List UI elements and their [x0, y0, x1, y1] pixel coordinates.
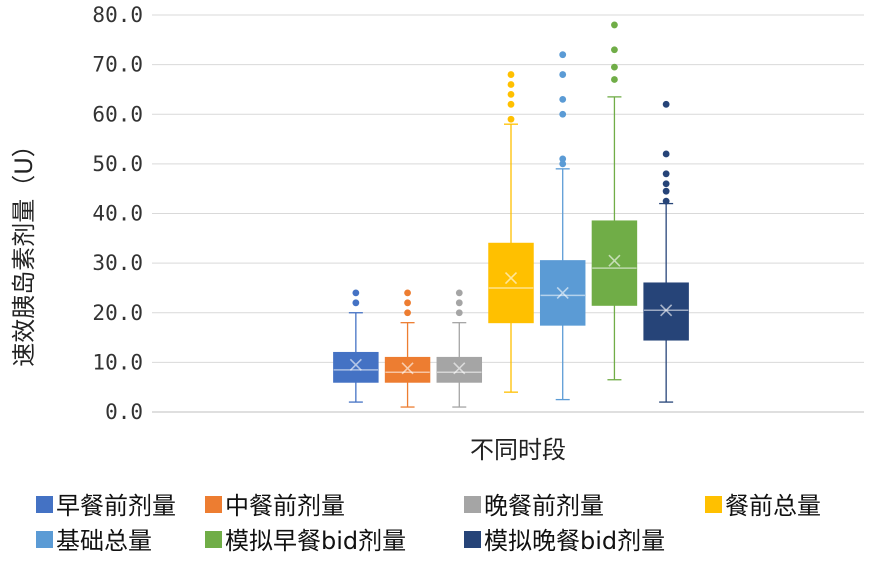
outlier-point	[559, 155, 567, 163]
legend-swatch	[36, 531, 53, 548]
outlier-point	[611, 21, 618, 29]
outlier-point	[455, 309, 463, 317]
outlier-point	[611, 46, 618, 54]
outlier-point	[507, 71, 515, 78]
outlier-point	[507, 81, 515, 88]
outlier-point	[662, 180, 670, 188]
box-5	[591, 21, 638, 381]
legend-label: 晚餐前剂量	[484, 492, 604, 520]
outlier-point	[559, 95, 567, 103]
outlier-point	[455, 289, 463, 297]
mean-marker	[504, 271, 518, 285]
legend-item-5: 模拟早餐bid剂量	[205, 527, 406, 555]
legend-label: 中餐前剂量	[225, 492, 345, 520]
mean-marker	[453, 362, 466, 375]
legend-swatch	[464, 496, 481, 513]
outlier-point	[507, 115, 515, 123]
outlier-point	[662, 100, 670, 108]
mean-marker	[608, 254, 621, 267]
box-3	[488, 71, 534, 393]
outlier-point	[352, 289, 360, 297]
y-tick-label: 40.0	[92, 202, 143, 226]
mean-marker	[401, 362, 414, 375]
y-tick-label: 80.0	[92, 3, 143, 27]
outlier-point	[559, 51, 567, 59]
y-tick-label: 70.0	[92, 53, 143, 77]
outlier-point	[611, 63, 618, 71]
legend-item-6: 模拟晚餐bid剂量	[464, 527, 665, 555]
legend-item-4: 基础总量	[36, 527, 152, 555]
legend-swatch	[205, 531, 222, 548]
box-body	[488, 242, 534, 324]
box-series	[333, 21, 689, 408]
box-body	[384, 356, 431, 383]
outlier-point	[611, 76, 618, 83]
outlier-point	[404, 299, 411, 307]
outlier-point	[404, 289, 411, 297]
grid-lines	[152, 14, 864, 413]
legend-item-3: 餐前总量	[705, 492, 821, 520]
legend-swatch	[464, 531, 481, 548]
outlier-point	[662, 170, 670, 178]
legend-item-0: 早餐前剂量	[36, 492, 176, 520]
box-2	[436, 289, 483, 408]
outlier-point	[559, 71, 567, 78]
y-tick-label: 60.0	[92, 102, 143, 126]
y-tick-label: 10.0	[92, 350, 143, 374]
legend-label: 餐前总量	[725, 492, 821, 520]
box-body	[643, 282, 689, 341]
legend-swatch	[205, 496, 222, 513]
outlier-point	[559, 160, 567, 168]
box-1	[384, 289, 431, 408]
x-axis-title: 不同时段	[470, 436, 566, 464]
box-body	[436, 356, 483, 383]
legend-swatch	[705, 496, 722, 513]
outlier-point	[404, 309, 411, 317]
mean-marker	[349, 358, 362, 371]
y-tick-label: 30.0	[92, 251, 143, 275]
legend-swatch	[36, 496, 53, 513]
mean-marker	[556, 286, 569, 299]
box-body	[333, 351, 379, 383]
outlier-point	[507, 100, 515, 108]
legend-label: 早餐前剂量	[56, 492, 176, 520]
outlier-point	[559, 110, 567, 118]
y-tick-label: 20.0	[92, 301, 143, 325]
box-0	[333, 289, 379, 403]
box-4	[539, 51, 586, 401]
box-body	[591, 220, 638, 306]
legend-item-1: 中餐前剂量	[205, 492, 345, 520]
outlier-point	[662, 150, 670, 158]
outlier-point	[662, 197, 670, 205]
y-tick-label: 0.0	[105, 400, 143, 424]
outlier-point	[507, 91, 515, 98]
y-tick-label: 50.0	[92, 152, 143, 176]
outlier-point	[662, 187, 670, 195]
outlier-point	[455, 299, 463, 307]
legend-item-2: 晚餐前剂量	[464, 492, 604, 520]
y-axis-ticks: 0.0 10.0 20.0 30.0 40.0 50.0 60.0 70.0 80.0	[92, 3, 143, 424]
legend-label: 模拟早餐bid剂量	[225, 527, 406, 555]
y-axis-title: 速效胰岛素剂量（U）	[10, 133, 38, 367]
outlier-point	[352, 299, 360, 307]
box-6	[643, 100, 689, 403]
legend-label: 基础总量	[56, 527, 152, 555]
mean-marker	[660, 304, 673, 317]
legend-label: 模拟晚餐bid剂量	[484, 527, 665, 555]
